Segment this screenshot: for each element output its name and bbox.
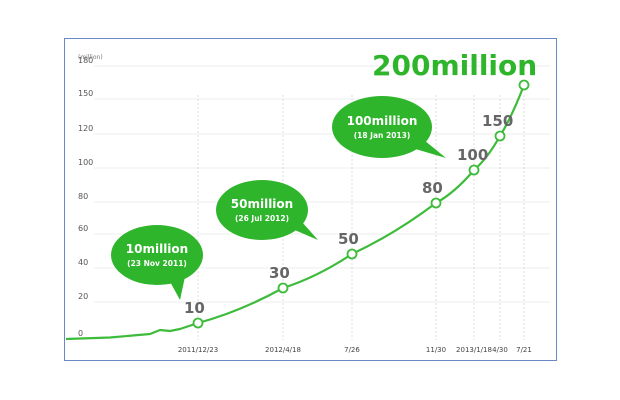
y-tick-label-150: 150 [78,89,93,98]
x-tick-label: 2012/4/18 [265,346,301,354]
chart-frame [64,38,557,361]
milestone-label-30: 30 [269,264,290,282]
y-tick-label-20: 20 [78,292,88,301]
callout-bubble-10million: 10million (23 Nov 2011) [111,225,203,300]
grid [94,65,550,340]
y-tick-label-120: 120 [78,124,93,133]
callout-main-text: 100million [347,114,418,128]
callout-body [111,225,203,285]
y-tick-label-0: 0 [78,329,83,338]
x-tick-label: 11/30 [426,346,446,354]
y-tick-label-40: 40 [78,258,88,267]
milestone-point-150 [494,130,506,142]
milestone-point-30 [277,282,289,294]
y-tick-label-100: 100 [78,158,93,167]
x-axis-ticks: 2011/12/23 2012/4/18 7/26 11/30 2013/1/18 4/3… [178,346,532,354]
milestone-label-150: 150 [482,112,513,130]
x-tick-label: 7/26 [344,346,360,354]
y-axis-ticks: 0 20 40 60 80 100 120 150 180 [78,56,93,338]
y-tick-label-80: 80 [78,192,88,201]
milestone-label-10: 10 [184,299,205,317]
milestone-point-200 [518,79,530,91]
x-tick-label: 4/30 [492,346,508,354]
callout-bubble-50million: 50million (26 Jul 2012) [216,180,318,240]
callout-body [332,96,432,158]
callout-main-text: 50million [231,197,293,211]
headline-200million: 200million [372,49,537,82]
milestone-point-80 [430,197,442,209]
x-tick-label: 2013/1/18 [456,346,492,354]
milestone-point-50 [346,248,358,260]
milestone-label-100: 100 [457,146,488,164]
callout-date-text: (23 Nov 2011) [127,259,187,268]
y-tick-label-180: 180 [78,56,93,65]
milestone-point-100 [468,164,480,176]
callout-main-text: 10million [126,242,188,256]
milestone-label-50: 50 [338,230,359,248]
milestone-point-10 [192,317,204,329]
y-axis-unit: (million) [78,54,103,61]
y-tick-label-60: 60 [78,224,88,233]
callout-date-text: (18 Jan 2013) [354,131,411,140]
callout-body [216,180,308,240]
x-tick-label: 7/21 [516,346,532,354]
milestone-markers: 10 30 50 80 100 150 [184,79,530,329]
milestone-label-80: 80 [422,179,443,197]
x-tick-label: 2011/12/23 [178,346,218,354]
callout-bubble-100million: 100million (18 Jan 2013) [332,96,446,158]
callout-bubbles: 10million (23 Nov 2011) 50million (26 Jul 2… [111,96,446,300]
callout-date-text: (26 Jul 2012) [235,214,289,223]
